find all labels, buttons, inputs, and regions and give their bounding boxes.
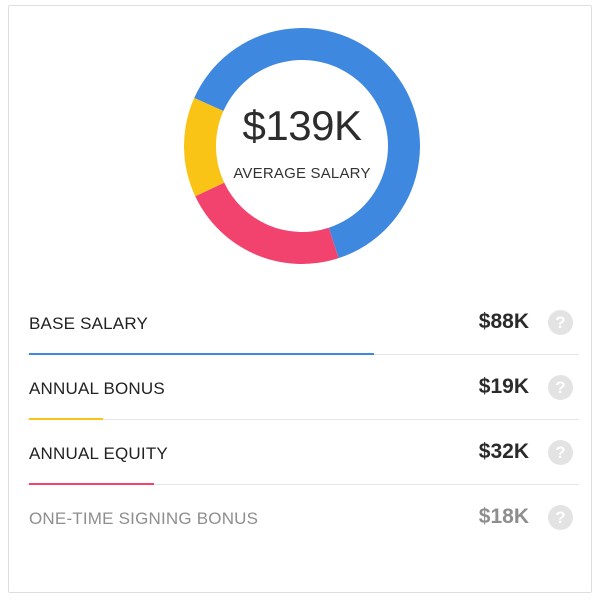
donut-segment-annual-bonus <box>184 98 225 197</box>
salary-donut-chart: $139K AVERAGE SALARY <box>184 28 420 264</box>
salary-card: $139K AVERAGE SALARY BASE SALARY $88K ? … <box>8 5 592 593</box>
row-annual-bonus: ANNUAL BONUS $19K ? <box>27 355 579 420</box>
row-signing-bonus: ONE-TIME SIGNING BONUS $18K ? <box>27 485 579 549</box>
donut-svg <box>184 28 420 264</box>
row-amount: $88K <box>478 310 529 333</box>
row-bar <box>29 483 154 485</box>
help-icon[interactable]: ? <box>548 375 573 400</box>
row-label: ONE-TIME SIGNING BONUS <box>29 509 259 528</box>
row-bar <box>29 418 103 420</box>
row-annual-equity: ANNUAL EQUITY $32K ? <box>27 420 579 485</box>
row-base-salary: BASE SALARY $88K ? <box>27 290 579 355</box>
help-icon[interactable]: ? <box>548 505 573 530</box>
average-salary-label: AVERAGE SALARY <box>233 164 371 182</box>
help-icon[interactable]: ? <box>548 310 573 335</box>
average-salary-value: $139K <box>242 101 362 149</box>
row-amount: $19K <box>478 375 529 398</box>
row-label: BASE SALARY <box>29 314 149 333</box>
row-amount: $18K <box>478 505 529 528</box>
donut-center: $139K AVERAGE SALARY <box>184 28 420 264</box>
row-label: ANNUAL EQUITY <box>29 444 168 463</box>
donut-segment-annual-equity <box>195 182 339 264</box>
compensation-breakdown: BASE SALARY $88K ? ANNUAL BONUS $19K ? A… <box>27 290 579 549</box>
row-amount: $32K <box>478 440 529 463</box>
row-bar <box>29 353 374 355</box>
donut-segment-base-salary <box>194 28 420 259</box>
row-label: ANNUAL BONUS <box>29 379 165 398</box>
help-icon[interactable]: ? <box>548 440 573 465</box>
